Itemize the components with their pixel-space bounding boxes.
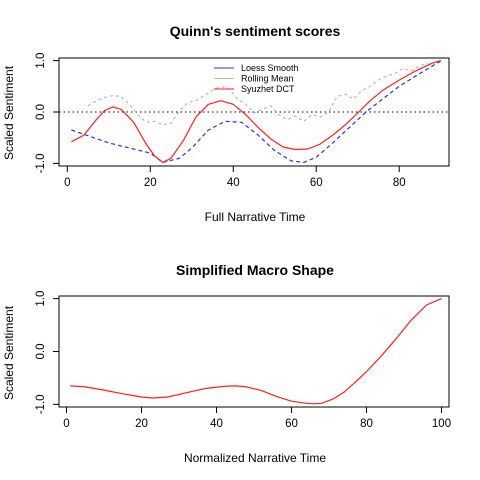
chart-1-x-tick-label: 40 xyxy=(227,177,240,189)
chart-1-x-axis-label: Full Narrative Time xyxy=(205,210,306,224)
chart-1-legend-label: Loess Smooth xyxy=(241,63,299,73)
chart-2-plot-area: 0 20 40 60 80 100 -1.0 0.0 1.0 xyxy=(35,291,451,430)
chart-2-y-tick-label: 1.0 xyxy=(35,291,47,307)
chart-2-title: Simplified Macro Shape xyxy=(176,262,334,278)
chart-2-x-tick-label: 100 xyxy=(432,418,451,430)
chart-2-y-axis-label: Scaled Sentiment xyxy=(2,305,16,400)
chart-2-plot-frame xyxy=(58,295,450,408)
chart-1-x-tick-label: 60 xyxy=(310,177,323,189)
chart-1-x-tick-label: 20 xyxy=(144,177,157,189)
chart-1-y-axis-label: Scaled Sentiment xyxy=(2,65,16,160)
chart-1-y-tick-label: 0.0 xyxy=(35,104,47,120)
chart-1-series-syuzhet-dct xyxy=(71,60,441,163)
chart-1-x-tick-label: 80 xyxy=(393,177,406,189)
chart-2-x-tick-label: 20 xyxy=(135,418,148,430)
chart-2-x-axis-label: Normalized Narrative Time xyxy=(184,451,326,465)
chart-2-x-tick-label: 80 xyxy=(360,418,373,430)
chart-2-x-tick-label: 0 xyxy=(63,418,69,430)
chart-2-x-tick-label: 60 xyxy=(285,418,298,430)
chart-2-y-tick-label: -1.0 xyxy=(35,394,47,414)
chart-1-legend-label: Syuzhet DCT xyxy=(241,84,295,94)
chart-1-legend-label: Rolling Mean xyxy=(241,74,294,84)
chart-1-y-tick-label: -1.0 xyxy=(35,154,47,174)
chart-2-series-macro-shape xyxy=(70,298,442,405)
chart-1-y-tick-label: 1.0 xyxy=(35,53,47,69)
chart-panel-1: Quinn's sentiment scores 0 20 40 60 80 -1.0 0.… xyxy=(2,23,450,224)
chart-1-series-loess-smooth xyxy=(71,60,442,163)
chart-2-x-tick-label: 40 xyxy=(210,418,223,430)
chart-1-title: Quinn's sentiment scores xyxy=(170,23,341,39)
chart-panel-2: Simplified Macro Shape 0 20 40 60 80 100-1.00… xyxy=(2,262,451,465)
chart-2-y-tick-label: 0.0 xyxy=(35,344,47,360)
chart-1-x-tick-label: 0 xyxy=(64,177,70,189)
